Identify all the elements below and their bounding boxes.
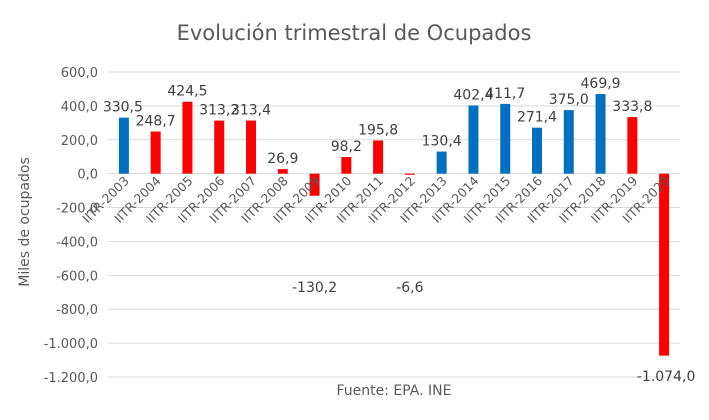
data-label: 26,9: [267, 151, 298, 167]
gridlines: [108, 71, 680, 378]
bar-iitr-2003: [118, 117, 129, 174]
y-tick-label: -200,0: [56, 202, 98, 217]
bar-iitr-2016: [532, 127, 542, 174]
chart-title: Evolución trimestral de Ocupados: [177, 21, 532, 45]
y-tick-label: 0,0: [77, 168, 98, 183]
bar-iitr-2008: [277, 169, 288, 174]
bar-iitr-2018: [595, 94, 606, 174]
data-label: 469,9: [581, 76, 621, 92]
y-tick-label: 200,0: [61, 134, 98, 149]
bar-iitr-2017: [563, 110, 574, 174]
data-label: 130,4: [422, 134, 462, 150]
data-label: 411,7: [485, 86, 525, 102]
data-label: 313,2: [199, 103, 239, 119]
y-axis-title: Miles de ocupados: [17, 157, 33, 287]
bar-iitr-2009: [309, 173, 320, 196]
bar-iitr-2006: [214, 120, 225, 174]
bar-iitr-2019: [627, 117, 638, 174]
data-label: 333,8: [612, 99, 652, 115]
bar-iitr-2007: [246, 120, 256, 174]
data-label: -130,2: [292, 280, 337, 296]
data-label: 248,7: [136, 114, 176, 130]
y-tick-label: 600,0: [61, 66, 98, 81]
x-axis-categories: IITR-2003IITR-2004IITR-2005IITR-2006IITR…: [79, 173, 672, 226]
bar-iitr-2020: [659, 173, 670, 356]
bar-iitr-2004: [150, 131, 161, 174]
data-labels: 330,5248,7424,5313,2313,426,9-130,298,21…: [103, 76, 696, 385]
x-axis-title: Fuente: EPA. INE: [337, 383, 452, 399]
data-label: 195,8: [358, 122, 398, 138]
bar-iitr-2015: [500, 103, 511, 174]
bar-iitr-2011: [373, 140, 384, 174]
data-label: 375,0: [549, 92, 589, 108]
y-axis-ticks: 600,0 400,0 200,0 0,0 -200,0 -400,0 -600,0 -800…: [44, 66, 98, 386]
y-tick-label: 400,0: [61, 100, 98, 115]
data-label: -6,6: [396, 280, 423, 296]
data-label: 98,2: [331, 139, 362, 155]
data-label: 271,4: [517, 110, 557, 126]
y-tick-label: -400,0: [56, 235, 98, 250]
bar-iitr-2005: [182, 101, 193, 174]
y-tick-label: -1.200,0: [44, 371, 98, 386]
data-label: 330,5: [103, 100, 143, 116]
y-tick-label: -1.000,0: [44, 337, 98, 352]
data-label: 313,4: [231, 103, 271, 119]
bars: [118, 94, 670, 356]
y-tick-label: -800,0: [56, 303, 98, 318]
bar-iitr-2010: [341, 157, 352, 174]
bar-iitr-2012: [404, 173, 415, 175]
data-label: -1.074,0: [637, 369, 696, 385]
data-label: 424,5: [167, 84, 207, 100]
data-label: 402,4: [453, 87, 493, 103]
bar-iitr-2014: [468, 105, 479, 174]
y-tick-label: -600,0: [56, 269, 98, 284]
bar-iitr-2013: [436, 151, 447, 174]
